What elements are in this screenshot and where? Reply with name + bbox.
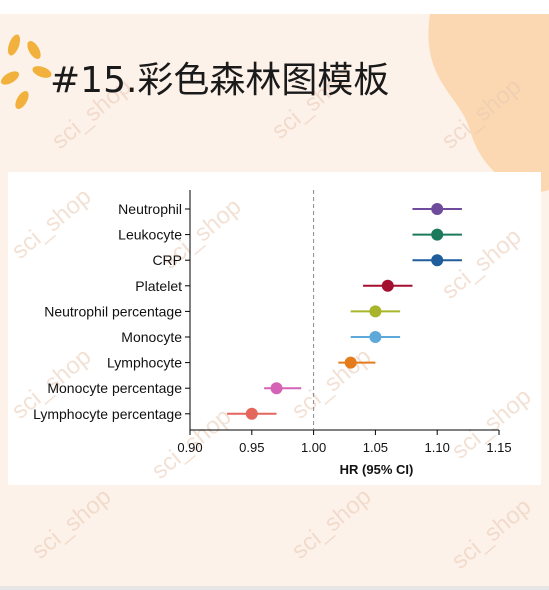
y-tick-label: Neutrophil <box>118 201 182 217</box>
bottom-bar <box>0 586 549 590</box>
point-estimate <box>270 382 283 395</box>
chart-panel <box>8 172 541 485</box>
x-axis-label: HR (95% CI) <box>340 462 414 477</box>
x-tick-label: 1.00 <box>301 440 326 455</box>
x-tick-label: 1.05 <box>363 440 388 455</box>
x-tick-label: 1.15 <box>486 440 511 455</box>
watermark: sci_shop <box>287 483 377 565</box>
x-tick-label: 1.10 <box>425 440 450 455</box>
y-tick-label: Leukocyte <box>118 227 182 243</box>
y-tick-label: CRP <box>152 252 182 268</box>
point-estimate <box>369 305 382 318</box>
y-tick-label: Lymphocyte <box>107 355 182 371</box>
decor-blob <box>428 14 549 192</box>
point-estimate <box>431 254 444 267</box>
y-tick-label: Lymphocyte percentage <box>33 406 182 422</box>
page-title: #15.彩色森林图模板 <box>50 60 389 101</box>
x-tick-label: 0.90 <box>177 440 202 455</box>
y-tick-label: Monocyte percentage <box>47 380 182 396</box>
point-estimate <box>431 228 444 241</box>
point-estimate <box>369 331 382 343</box>
point-estimate <box>381 279 394 292</box>
y-tick-label: Platelet <box>135 278 182 294</box>
point-estimate <box>245 407 258 420</box>
point-estimate <box>431 203 444 215</box>
watermark: sci_shop <box>447 493 537 575</box>
point-estimate <box>344 356 357 369</box>
chart: 0.90 0.95 1.00 1.05 1.10 1.15 HR (95% CI) Neutr… <box>33 190 512 477</box>
top-bar <box>0 0 549 14</box>
y-tick-label: Monocyte <box>121 329 182 345</box>
x-tick-label: 0.95 <box>239 440 264 455</box>
watermark: sci_shop <box>27 483 117 565</box>
decor-leaves <box>0 34 52 110</box>
y-tick-label: Neutrophil percentage <box>44 303 182 319</box>
